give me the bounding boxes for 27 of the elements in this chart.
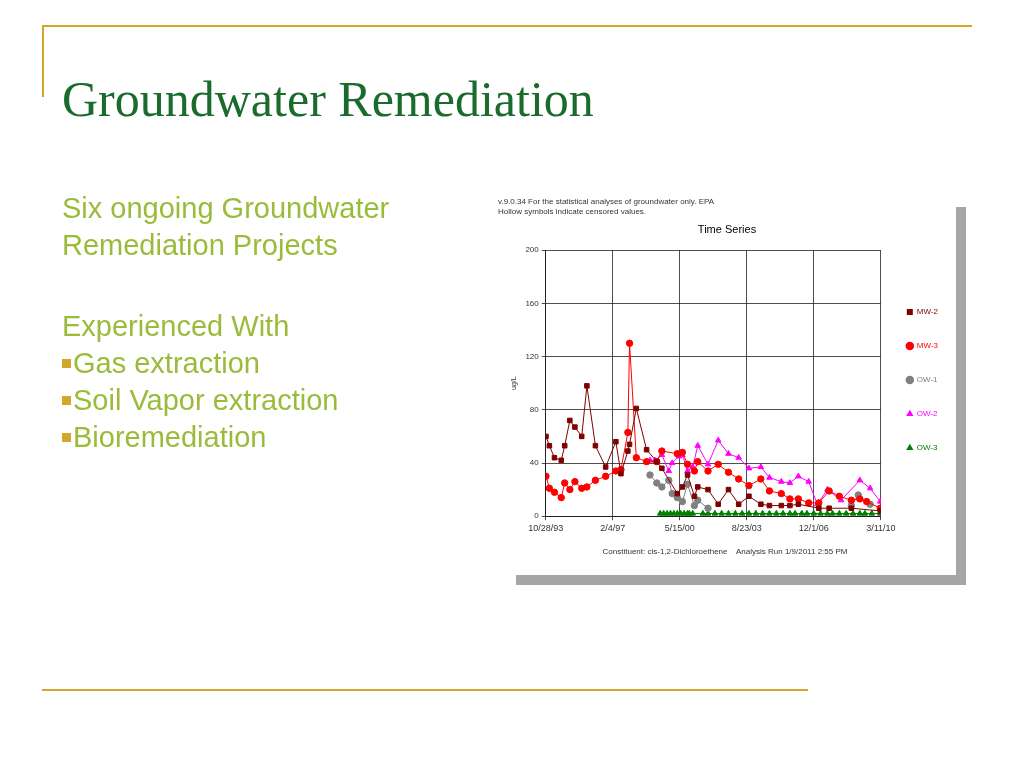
x-tick-label: 5/15/00 [664, 523, 695, 534]
text: Bioremediation [73, 420, 267, 455]
y-tick-label: 40 [529, 458, 540, 468]
x-tick-label: 12/1/06 [798, 523, 829, 534]
x-tick-label: 2/4/97 [600, 523, 626, 534]
text: Gas extraction [73, 346, 260, 381]
text: Soil Vapor extraction [73, 383, 339, 418]
legend-label: MW-2 [916, 307, 939, 317]
x-tick-label: 10/28/93 [528, 523, 564, 534]
y-tick-label: 120 [525, 351, 540, 361]
text: Hollow symbols indicate censored values. [498, 207, 648, 217]
text: Constituent: cis-1,2-Dichloroethene Analysis Run 1/9/2011 2:55 PM [601, 547, 849, 556]
chart-subtitle: Time Series [697, 222, 757, 235]
text: v.9.0.34 For the statistical analyses of groundwater only. EPA [498, 197, 716, 207]
legend-label: MW-3 [916, 341, 939, 351]
x-tick-label: 8/23/03 [731, 523, 762, 534]
legend-label: OW-2 [916, 409, 939, 419]
y-tick-label: 200 [525, 245, 540, 255]
y-tick-label: 160 [525, 298, 540, 308]
chart-title: Groundwater Remediation [62, 70, 594, 128]
legend-label: OW-3 [916, 443, 939, 453]
text: Six ongoing Groundwater Remediation Projects [62, 191, 391, 263]
y-tick-label: 80 [529, 405, 540, 414]
x-tick-label: 3/11/10 [866, 523, 896, 534]
y-tick-label: 0 [534, 511, 540, 521]
text: Experienced With [62, 309, 290, 344]
legend-label: OW-1 [916, 375, 939, 385]
